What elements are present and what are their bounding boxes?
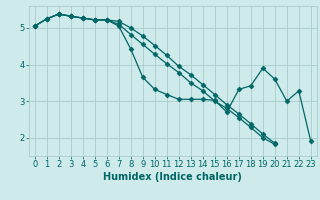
X-axis label: Humidex (Indice chaleur): Humidex (Indice chaleur) [103, 172, 242, 182]
